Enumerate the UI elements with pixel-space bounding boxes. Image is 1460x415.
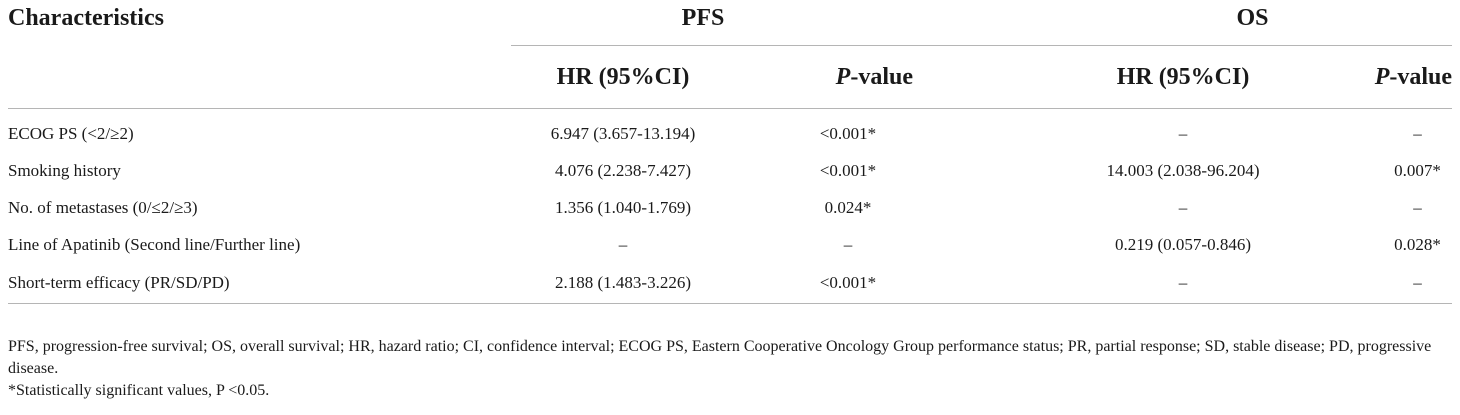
p-italic: P [835,63,851,90]
significance-note: *Statistically significant values, P <0.… [8,382,270,399]
header-os-label: OS [1236,5,1269,31]
os-p-cell: 0.028* [1394,234,1441,254]
pfs-p-cell: <0.001* [753,263,914,304]
cox-regression-table: Characteristics PFS OS HR (95%CI) P-valu… [8,0,1453,304]
table-row: Line of Apatinib (Second line/Further li… [8,226,1452,263]
row-label: Smoking history [8,160,121,180]
row-label: No. of metastases (0/≤2/≥3) [8,197,198,217]
pfs-hr-cell: 2.188 (1.483-3.226) [493,263,753,304]
pfs-hr-cell: 4.076 (2.238-7.427) [555,160,691,180]
table-row: Short-term efficacy (PR/SD/PD) 2.188 (1.… [8,263,1453,304]
row-label: Line of Apatinib (Second line/Further li… [8,234,301,254]
table-row: No. of metastases (0/≤2/≥3) 1.356 (1.040… [8,189,1452,226]
p-rest: -value [850,63,914,90]
os-hr-cell: 0.219 (0.057-0.846) [1115,234,1251,254]
abbreviations-note: PFS, progression-free survival; OS, over… [8,338,1432,377]
header-row-columns: HR (95%CI) P-value HR (95%CI) P-value [8,46,1453,109]
p-italic: P [1374,63,1390,90]
pfs-p-cell: <0.001* [819,123,877,143]
pfs-p-cell: – [843,234,853,254]
pfs-p-cell: <0.001* [819,160,877,180]
pfs-hr-cell: 1.356 (1.040-1.769) [555,197,691,217]
os-hr-cell: – [1178,197,1188,217]
os-underline [913,45,1453,46]
os-p-cell: – [1313,263,1453,304]
os-p-cell: – [1413,197,1422,217]
header-row-groups: Characteristics PFS OS [8,0,1453,46]
row-label: Short-term efficacy (PR/SD/PD) [8,263,493,304]
pfs-hr-cell: – [618,234,628,254]
pfs-underline [511,45,914,46]
p-rest: -value [1389,63,1453,90]
os-p-cell: – [1413,123,1422,143]
table-footnotes: PFS, progression-free survival; OS, over… [8,336,1448,402]
pfs-hr-cell: 6.947 (3.657-13.194) [550,123,696,143]
table-row: ECOG PS (<2/≥2) 6.947 (3.657-13.194) <0.… [8,109,1452,153]
header-group-os: OS [913,0,1453,46]
os-hr-cell: – [1178,123,1188,143]
os-p-cell: 0.007* [1394,160,1441,180]
header-os-pvalue: P-value [1313,46,1453,109]
header-pfs-label: PFS [681,5,725,31]
header-pfs-hr: HR (95%CI) [493,46,753,109]
table-row: Smoking history 4.076 (2.238-7.427) <0.0… [8,152,1452,189]
os-hr-cell: – [1053,263,1314,304]
pfs-p-cell: 0.024* [824,197,872,217]
header-pfs-pvalue: P-value [753,46,914,109]
row-label: ECOG PS (<2/≥2) [8,123,134,143]
header-os-hr: HR (95%CI) [1053,46,1314,109]
header-group-pfs: PFS [493,0,914,46]
header-characteristics: Characteristics [8,5,164,31]
os-hr-cell: 14.003 (2.038-96.204) [1106,160,1260,180]
